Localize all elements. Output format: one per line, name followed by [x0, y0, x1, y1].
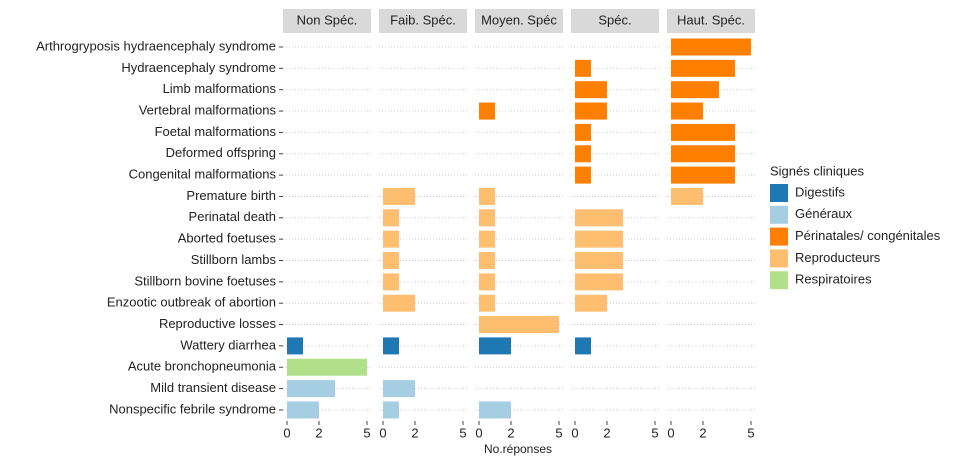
- facet-strip: [379, 9, 467, 33]
- category-label: Premature birth: [186, 188, 276, 203]
- bar: [671, 145, 735, 163]
- category-label: Congenital malformations: [129, 167, 277, 182]
- category-label: Foetal malformations: [155, 124, 277, 139]
- legend-label: Respiratoires: [795, 272, 872, 287]
- category-label: Mild transient disease: [150, 380, 276, 395]
- x-axis-label: No.réponses: [484, 442, 552, 456]
- category-label: Vertebral malformations: [139, 102, 277, 117]
- bar: [575, 145, 591, 163]
- category-label: Stillborn lambs: [191, 252, 277, 267]
- legend-swatch: [770, 271, 788, 290]
- bar: [575, 123, 591, 141]
- category-label: Deformed offspring: [166, 145, 276, 160]
- facet-title: Haut. Spéc.: [677, 12, 745, 27]
- bar: [575, 294, 607, 312]
- category-label: Nonspecific febrile syndrome: [109, 401, 276, 416]
- bar: [671, 166, 735, 184]
- category-label: Reproductive losses: [159, 316, 277, 331]
- bar: [575, 102, 607, 120]
- legend-swatch: [770, 205, 788, 224]
- bar: [575, 230, 623, 248]
- bar: [287, 337, 303, 355]
- bar: [383, 252, 399, 269]
- facet-title: Spéc.: [598, 12, 631, 27]
- x-tick-label: 5: [363, 425, 370, 440]
- bar: [287, 401, 319, 419]
- bar: [479, 209, 495, 227]
- bar: [479, 401, 511, 419]
- bar: [575, 273, 623, 291]
- bar: [671, 102, 703, 120]
- facet-strip: [475, 9, 563, 33]
- facet-title: Non Spéc.: [297, 12, 358, 27]
- bar: [479, 230, 495, 248]
- x-tick-label: 0: [379, 425, 386, 440]
- x-tick-label: 5: [747, 425, 754, 440]
- legend-swatch: [770, 249, 788, 268]
- x-tick-label: 0: [571, 425, 578, 440]
- x-tick-label: 0: [475, 425, 482, 440]
- bar: [479, 337, 511, 355]
- bar: [383, 209, 399, 227]
- bar: [671, 187, 703, 205]
- legend-label: Périnatales/ congénitales: [795, 228, 941, 243]
- x-tick-label: 5: [651, 425, 658, 440]
- x-tick-label: 0: [667, 425, 674, 440]
- category-label: Enzootic outbreak of abortion: [107, 295, 276, 310]
- bar: [575, 59, 591, 77]
- category-label: Stillborn bovine foetuses: [134, 273, 276, 288]
- bar: [575, 209, 623, 227]
- bar: [479, 273, 495, 291]
- bar: [383, 273, 399, 291]
- legend-label: Reproducteurs: [795, 250, 881, 265]
- x-tick-label: 2: [507, 425, 514, 440]
- x-tick-label: 2: [699, 425, 706, 440]
- bar: [383, 337, 399, 355]
- facet-title: Moyen. Spéc: [481, 12, 557, 27]
- bar: [479, 294, 495, 312]
- bar: [383, 380, 415, 398]
- bar: [575, 81, 607, 99]
- category-label: Aborted foetuses: [178, 231, 277, 246]
- bar: [575, 252, 623, 269]
- bar: [479, 102, 495, 120]
- bar: [383, 294, 415, 312]
- bar: [479, 252, 495, 269]
- facet-strip: [283, 9, 371, 33]
- category-label: Perinatal death: [189, 209, 276, 224]
- legend-swatch: [770, 184, 788, 202]
- bar: [383, 230, 399, 248]
- bar: [479, 187, 495, 205]
- category-label: Acute bronchopneumonia: [128, 359, 277, 374]
- bar: [671, 38, 751, 56]
- category-label: Limb malformations: [163, 81, 277, 96]
- bar: [383, 401, 399, 419]
- x-tick-label: 2: [603, 425, 610, 440]
- bar: [479, 316, 559, 334]
- bar: [671, 81, 719, 99]
- legend-label: Généraux: [795, 206, 853, 221]
- category-label: Arthrogryposis hydraencephaly syndrome: [36, 38, 276, 53]
- facet-title: Faib. Spéc.: [390, 12, 456, 27]
- bar: [383, 187, 415, 205]
- bar: [671, 59, 735, 77]
- legend-title: Signés cliniques: [770, 163, 864, 178]
- facet-strip: [571, 9, 659, 33]
- category-label: Wattery diarrhea: [180, 337, 276, 352]
- facet-strip: [667, 9, 755, 33]
- bar: [575, 337, 591, 355]
- x-tick-label: 5: [459, 425, 466, 440]
- legend-label: Digestifs: [795, 184, 845, 199]
- x-tick-label: 2: [411, 425, 418, 440]
- x-tick-label: 2: [315, 425, 322, 440]
- category-label: Hydraencephaly syndrome: [121, 60, 276, 75]
- bar: [671, 123, 735, 141]
- x-tick-label: 0: [283, 425, 290, 440]
- bar: [287, 380, 335, 398]
- bar: [575, 166, 591, 184]
- legend-swatch: [770, 227, 788, 246]
- bar: [287, 358, 367, 376]
- x-tick-label: 5: [555, 425, 562, 440]
